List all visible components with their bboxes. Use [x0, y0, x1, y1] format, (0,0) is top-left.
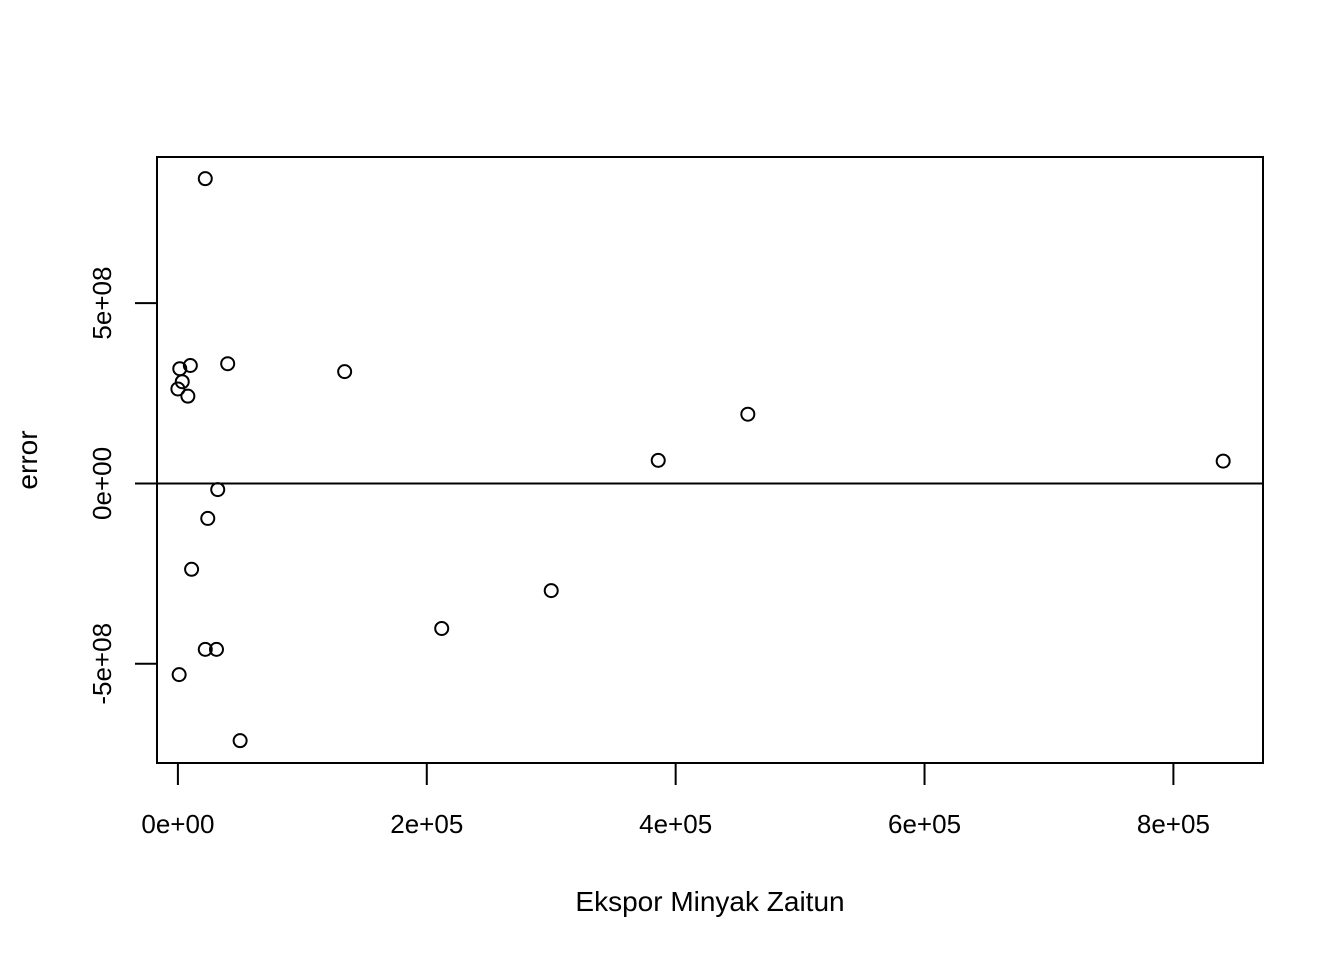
data-point	[232, 733, 248, 749]
data-point	[197, 171, 213, 187]
plot-area-frame	[156, 156, 1264, 764]
data-point	[543, 583, 559, 599]
x-tick-label: 2e+05	[390, 809, 463, 839]
data-point	[180, 388, 196, 404]
data-point	[1215, 453, 1231, 469]
y-tick-label: 5e+08	[87, 267, 117, 340]
data-point	[197, 641, 213, 657]
y-tick-label: -5e+08	[87, 623, 117, 705]
data-point	[434, 620, 450, 636]
data-points	[170, 171, 1231, 749]
y-axis-title: error	[12, 430, 43, 489]
data-point	[220, 356, 236, 372]
data-point	[174, 374, 190, 390]
y-axis: -5e+08 0e+00 5e+08	[87, 267, 158, 705]
data-point	[184, 561, 200, 577]
y-tick-label: 0e+00	[87, 447, 117, 520]
data-point	[740, 406, 756, 422]
x-axis: 0e+00 2e+05 4e+05 6e+05 8e+05	[141, 762, 1210, 839]
data-point	[208, 641, 224, 657]
x-tick-label: 6e+05	[888, 809, 961, 839]
x-axis-title: Ekspor Minyak Zaitun	[575, 886, 844, 917]
data-point	[182, 357, 198, 373]
data-point	[171, 667, 187, 683]
data-point	[170, 381, 186, 397]
data-point	[650, 452, 666, 468]
data-point	[200, 510, 216, 526]
x-tick-label: 4e+05	[639, 809, 712, 839]
x-tick-label: 0e+00	[141, 809, 214, 839]
data-point	[210, 482, 226, 498]
x-tick-label: 8e+05	[1137, 809, 1210, 839]
data-point	[337, 364, 353, 380]
